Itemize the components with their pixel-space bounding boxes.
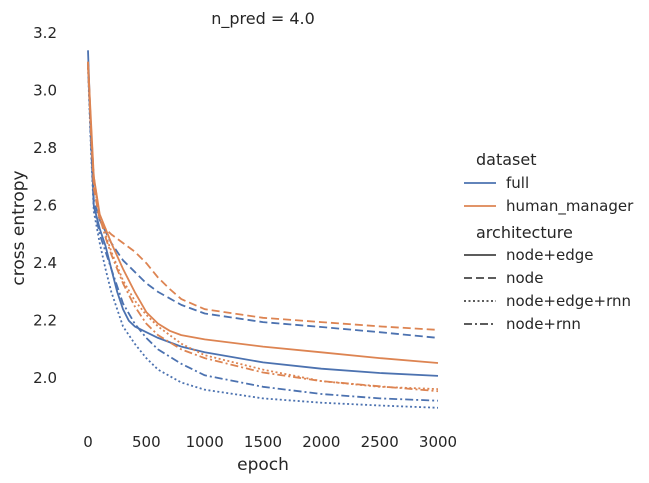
chart-title: n_pred = 4.0 [211,9,315,29]
y-axis-ticks: 2.0 2.2 2.4 2.6 2.8 3.0 3.2 [33,24,57,387]
series-line-full-node-edge-rnn [87,67,439,409]
series-lines [87,50,439,409]
x-tick-label: 1500 [244,433,282,451]
legend-architecture-title: architecture [476,223,573,242]
legend-label-node-edge: node+edge [506,246,594,264]
series-line-human-manager-node-rnn [87,61,439,393]
legend-label-full: full [506,174,529,192]
legend-dataset-title: dataset [476,150,537,169]
series-line-full-node [87,61,439,339]
x-tick-label: 500 [132,433,161,451]
x-axis-ticks: 0 500 1000 1500 2000 2500 3000 [83,433,457,451]
x-tick-label: 1000 [186,433,224,451]
y-tick-label: 2.0 [33,369,57,387]
y-tick-label: 3.0 [33,82,57,100]
legend-label-node-rnn: node+rnn [506,315,581,333]
y-tick-label: 2.4 [33,254,57,272]
x-tick-label: 2000 [302,433,340,451]
x-axis-label: epoch [237,455,289,475]
series-line-human-manager-node [87,67,439,331]
y-tick-label: 3.2 [33,24,57,42]
legend: dataset full human_manager architecture n… [464,150,634,333]
y-axis-label: cross entropy [9,170,29,285]
y-tick-label: 2.6 [33,197,57,215]
legend-label-node-edge-rnn: node+edge+rnn [506,292,631,310]
x-tick-label: 0 [83,433,93,451]
series-line-human-manager-node-edge-rnn [87,61,439,390]
series-line-full-node-edge [87,50,439,377]
y-tick-label: 2.2 [33,312,57,330]
x-tick-label: 3000 [419,433,457,451]
series-line-full-node-rnn [87,61,439,402]
legend-label-human-manager: human_manager [506,197,634,216]
y-tick-label: 2.8 [33,139,57,157]
legend-label-node: node [506,269,543,287]
x-tick-label: 2500 [361,433,399,451]
